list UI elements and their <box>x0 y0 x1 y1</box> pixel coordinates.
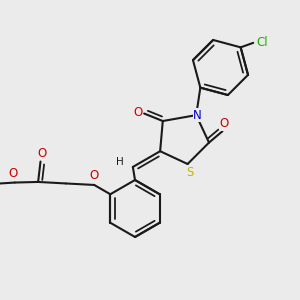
Text: H: H <box>116 158 124 167</box>
Text: S: S <box>186 166 194 179</box>
Text: N: N <box>193 109 202 122</box>
Text: O: O <box>9 167 18 180</box>
Text: O: O <box>133 106 142 118</box>
Text: O: O <box>38 147 46 160</box>
Text: Cl: Cl <box>256 36 268 49</box>
Text: O: O <box>89 169 98 182</box>
Text: O: O <box>219 117 229 130</box>
